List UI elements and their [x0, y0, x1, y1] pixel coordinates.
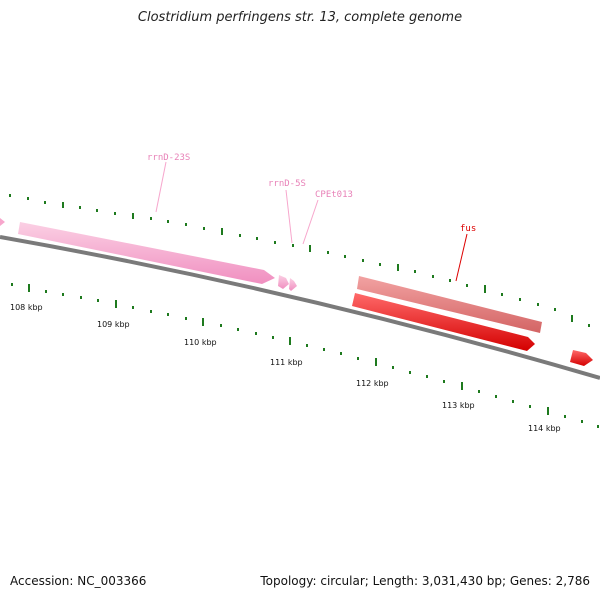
- gene-arrow-fus-cds[interactable]: [352, 293, 535, 351]
- scale-label-112: 112 kbp: [356, 379, 389, 388]
- gene-arrow-CPEt013[interactable]: [289, 278, 297, 291]
- pointer-rrnD-23S: [155, 161, 167, 213]
- map-title: Clostridium perfringens str. 13, complet…: [137, 10, 463, 25]
- gene-labels: rrnD-23S rrnD-5S CPEt013 fus: [147, 153, 476, 234]
- pointer-fus: [455, 233, 468, 282]
- scale-labels: 108 kbp 109 kbp 110 kbp 111 kbp 112 kbp …: [10, 303, 561, 433]
- forward-features: [0, 218, 593, 366]
- gene-arrow-next[interactable]: [570, 350, 593, 366]
- pointer-rrnD-5S: [285, 189, 293, 244]
- gene-label-rrnD-23S: rrnD-23S: [147, 153, 190, 163]
- gene-arrow-rrnD-5S[interactable]: [278, 275, 289, 289]
- scale-label-108: 108 kbp: [10, 303, 43, 312]
- gene-arrow-fus[interactable]: [357, 276, 542, 333]
- accession-text: Accession: NC_003366: [10, 574, 147, 588]
- genome-info-text: Topology: circular; Length: 3,031,430 bp…: [260, 574, 590, 588]
- gene-arrow-rrnD-23S[interactable]: [18, 222, 275, 284]
- gene-label-fus: fus: [460, 224, 476, 234]
- upper-tick-track: [9, 194, 590, 327]
- scale-label-113: 113 kbp: [442, 401, 475, 410]
- scale-label-111: 111 kbp: [270, 358, 303, 367]
- scale-label-110: 110 kbp: [184, 338, 217, 347]
- gene-arrow-edge[interactable]: [0, 218, 5, 226]
- label-pointers: [155, 161, 468, 282]
- genome-backbone: [0, 235, 600, 380]
- scale-label-114: 114 kbp: [528, 424, 561, 433]
- gene-label-rrnD-5S: rrnD-5S: [268, 179, 306, 189]
- pointer-CPEt013: [302, 199, 319, 245]
- scale-label-109: 109 kbp: [97, 320, 130, 329]
- gene-label-CPEt013: CPEt013: [315, 190, 353, 200]
- lower-tick-track: [11, 283, 599, 428]
